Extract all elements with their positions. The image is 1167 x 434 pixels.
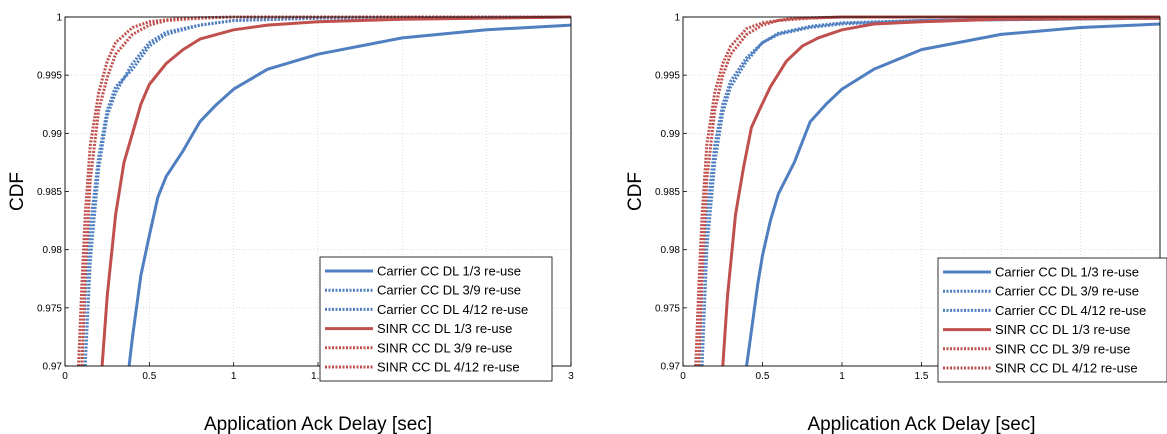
cdf-chart-left: 00.511.522.530.970.9750.980.9850.990.995…	[7, 13, 574, 434]
y-tick-label: 0.995	[37, 71, 62, 82]
series-line-3	[700, 16, 1160, 366]
legend-box	[937, 257, 1167, 383]
axes-frame	[682, 16, 1161, 367]
y-tick-label: 0.975	[37, 303, 62, 314]
legend-entry: Carrier CC DL 1/3 re-use	[377, 264, 521, 279]
x-tick-label: 0.5	[756, 371, 770, 382]
y-tick-label: 0.99	[43, 129, 63, 140]
legend-entry: SINR CC DL 4/12 re-use	[995, 361, 1138, 376]
legend-entry: Carrier CC DL 4/12 re-use	[995, 303, 1146, 318]
x-tick-label: 0	[680, 371, 686, 382]
y-tick-label: 1	[56, 13, 62, 24]
y-axis-label: CDF	[625, 172, 646, 211]
y-axis-label: CDF	[7, 172, 28, 211]
series-group	[694, 15, 1160, 366]
series-line-3	[83, 15, 571, 366]
series-line-5	[697, 15, 1160, 366]
x-tick-label: 1	[231, 371, 237, 382]
series-group	[77, 15, 571, 366]
legend-entry: Carrier CC DL 1/3 re-use	[995, 265, 1139, 280]
y-tick-label: 0.97	[661, 362, 681, 373]
legend-box	[319, 256, 553, 382]
y-tick-label: 0.99	[661, 129, 681, 140]
series-line-6	[77, 15, 571, 366]
y-tick-label: 0.98	[43, 245, 63, 256]
legend: Carrier CC DL 1/3 re-use Carrier CC DL 3/…	[937, 257, 1167, 383]
x-tick-label: 1.5	[311, 371, 325, 382]
y-tick-label: 1	[674, 13, 680, 24]
series-line-6	[694, 15, 1160, 366]
cdf-chart-right: 00.511.522.530.970.9750.980.9850.990.995…	[625, 13, 1167, 434]
series-line-4	[721, 16, 1160, 366]
y-tick-label: 0.98	[661, 245, 681, 256]
legend-entry: Carrier CC DL 3/9 re-use	[377, 283, 521, 298]
y-tick-label: 0.985	[37, 187, 62, 198]
x-tick-label: 0.5	[142, 371, 156, 382]
x-tick-label: 1.5	[915, 371, 929, 382]
legend-entry: SINR CC DL 4/12 re-use	[377, 360, 520, 375]
legend: Carrier CC DL 1/3 re-use Carrier CC DL 3/…	[319, 256, 553, 382]
y-tick-label: 0.97	[43, 362, 63, 373]
series-line-1	[127, 23, 571, 366]
legend-entry: SINR CC DL 1/3 re-use	[995, 322, 1130, 337]
legend-entry: SINR CC DL 3/9 re-use	[995, 341, 1130, 356]
y-tick-label: 0.995	[655, 71, 680, 82]
series-line-4	[100, 15, 571, 366]
legend-entry: Carrier CC DL 3/9 re-use	[995, 284, 1139, 299]
series-line-2	[697, 16, 1160, 366]
legend-entry: SINR CC DL 3/9 re-use	[377, 340, 512, 355]
legend-entry: Carrier CC DL 4/12 re-use	[377, 302, 528, 317]
x-axis-label: Application Ack Delay [sec]	[204, 414, 432, 434]
legend-entry: SINR CC DL 1/3 re-use	[377, 321, 512, 336]
x-tick-label: 1	[839, 371, 845, 382]
y-tick-label: 0.975	[655, 303, 680, 314]
x-axis-label: Application Ack Delay [sec]	[807, 414, 1035, 434]
x-tick-label: 3	[568, 371, 574, 382]
axes-frame	[64, 16, 572, 367]
y-tick-label: 0.985	[655, 187, 680, 198]
x-tick-label: 0	[62, 371, 68, 382]
series-line-1	[745, 22, 1160, 366]
